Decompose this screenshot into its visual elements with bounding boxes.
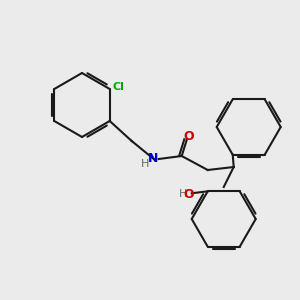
Text: Cl: Cl: [113, 82, 124, 92]
Text: N: N: [148, 152, 158, 166]
Text: O: O: [183, 130, 194, 142]
Text: H: H: [140, 159, 149, 169]
Text: H: H: [179, 189, 188, 199]
Text: O: O: [183, 188, 194, 201]
